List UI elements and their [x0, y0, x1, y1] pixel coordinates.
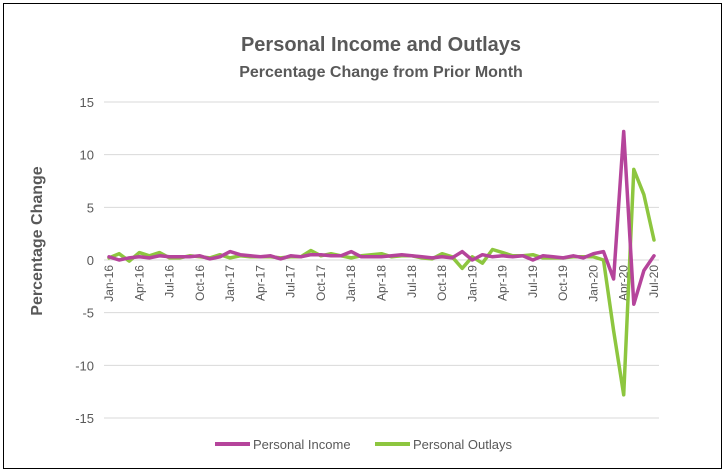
- x-tick-label: Jul-17: [284, 265, 298, 298]
- x-tick-label: Jan-16: [102, 265, 116, 302]
- x-tick-label: Oct-17: [314, 265, 328, 301]
- y-tick-label: 5: [87, 200, 94, 215]
- x-tick-label: Apr-17: [253, 265, 267, 301]
- legend-label-personal-outlays: Personal Outlays: [413, 437, 512, 452]
- x-tick-label: Jan-20: [586, 265, 600, 302]
- x-tick-label: Apr-18: [375, 265, 389, 301]
- y-tick-label: -15: [75, 411, 94, 426]
- gridlines: [104, 101, 659, 419]
- x-tick-label: Oct-19: [556, 265, 570, 301]
- y-tick-label: -10: [75, 358, 94, 373]
- y-tick-label: 15: [80, 95, 94, 110]
- chart-canvas: Personal Income and Outlays Percentage C…: [29, 34, 661, 452]
- chart-subtitle: Percentage Change from Prior Month: [239, 64, 523, 81]
- x-tick-label: Jul-20: [647, 265, 661, 298]
- series-line-personal-income: [107, 129, 656, 306]
- series-lines: [107, 129, 656, 397]
- x-tick-label: Jan-18: [344, 265, 358, 302]
- x-tick-label: Oct-16: [193, 265, 207, 301]
- x-tick-label: Jan-19: [465, 265, 479, 302]
- y-axis-label: Percentage Change: [29, 166, 46, 315]
- x-tick-label: Jul-19: [526, 265, 540, 298]
- y-tick-label: -5: [82, 306, 94, 321]
- x-tick-label: Apr-19: [496, 265, 510, 301]
- x-tick-label: Jul-16: [163, 265, 177, 298]
- x-tick-label: Apr-16: [132, 265, 146, 301]
- chart-title: Personal Income and Outlays: [241, 34, 521, 56]
- x-tick-label: Jan-17: [223, 265, 237, 302]
- legend-label-personal-income: Personal Income: [253, 437, 351, 452]
- y-tick-label: 0: [87, 253, 94, 268]
- x-axis-ticks: Jan-16 Apr-16 Jul-16 Oct-16 Jan-17 Apr-17 Jul-…: [102, 265, 661, 302]
- y-axis-ticks: 15 10 5 0 -5 -10 -15: [75, 95, 94, 426]
- x-tick-label: Jul-18: [405, 265, 419, 298]
- y-tick-label: 10: [80, 148, 94, 163]
- x-tick-label: Oct-18: [435, 265, 449, 301]
- legend: Personal Income Personal Outlays: [215, 437, 512, 452]
- chart-frame: Personal Income and Outlays Percentage C…: [3, 3, 722, 469]
